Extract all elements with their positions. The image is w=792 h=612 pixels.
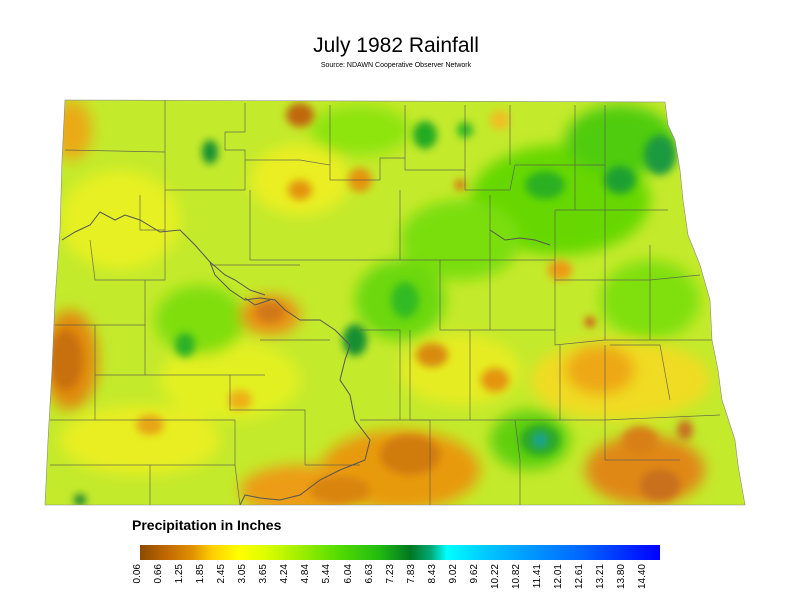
legend-tick-label: 7.83 — [405, 564, 417, 584]
map-subtitle: Source: NDAWN Cooperative Observer Netwo… — [320, 62, 472, 69]
legend-tick-label: 8.43 — [426, 564, 438, 584]
legend-tick-label: 6.04 — [342, 564, 354, 584]
legend-title: Precipitation in Inches — [132, 517, 282, 533]
legend-tick-labels: 0.06 0.66 1.25 1.85 2.45 3.05 3.65 4.24 4.84 5.44… — [0, 564, 792, 612]
legend-tick-label: 10.22 — [489, 564, 501, 590]
legend-tick-label: 13.21 — [595, 564, 607, 590]
rainfall-map — [44, 99, 746, 506]
state-outline — [44, 99, 746, 506]
precipitation-surface — [45, 100, 745, 505]
county-boundaries — [50, 100, 721, 505]
legend-tick-label: 4.24 — [279, 564, 291, 584]
map-title: July 1982 Rainfall — [313, 34, 479, 57]
legend-tick-label: 12.01 — [553, 564, 564, 590]
legend-tick-label: 5.44 — [321, 564, 333, 584]
legend-tick-label: 3.65 — [258, 564, 270, 584]
legend-tick-label: 11.41 — [531, 564, 543, 589]
legend-tick-label: 10.82 — [510, 564, 522, 590]
legend-tick-label: 6.63 — [363, 564, 375, 584]
legend-tick-label: 1.25 — [174, 564, 186, 584]
legend-tick-label: 12.61 — [574, 564, 586, 590]
precip-blobs-detail — [50, 103, 693, 505]
legend-tick-label: 13.80 — [616, 564, 628, 590]
legend-tick-label: 0.06 — [132, 564, 143, 584]
legend-tick-label: 9.02 — [447, 564, 459, 584]
legend-tick-label: 3.05 — [237, 564, 249, 584]
legend-tick-label: 2.45 — [216, 564, 228, 584]
legend-color-bar — [140, 545, 660, 560]
rivers — [61, 211, 551, 505]
legend-tick-label: 4.84 — [300, 564, 312, 584]
legend-tick-label: 0.66 — [153, 564, 165, 584]
legend-tick-label: 14.40 — [637, 564, 649, 590]
legend-tick-label: 1.85 — [195, 564, 207, 584]
legend-tick-label: 9.62 — [468, 564, 480, 584]
legend-tick-label: 7.23 — [384, 564, 396, 584]
